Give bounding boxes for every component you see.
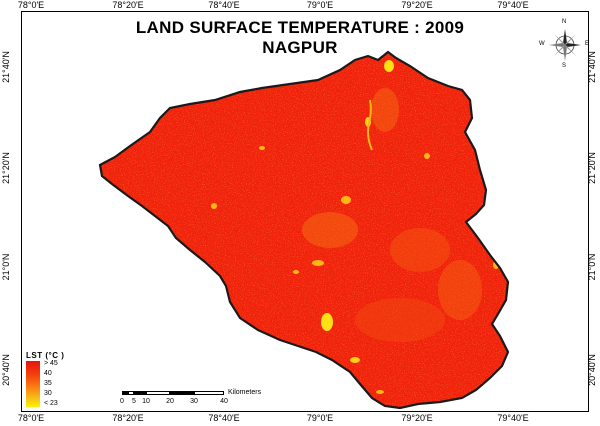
scale-label: 10	[142, 398, 150, 405]
legend-label: > 45	[44, 360, 58, 367]
top-tick-label: 78°20'E	[112, 0, 144, 10]
scale-label: 40	[220, 398, 228, 405]
top-tick-label: 79°20'E	[401, 0, 433, 10]
bottom-tick-label: 78°40'E	[208, 413, 240, 423]
legend: LST (°C ) > 45 40 35 30 < 23	[26, 351, 65, 407]
scale-label: 0	[120, 398, 124, 405]
scale-segment	[194, 391, 224, 395]
scale-label: 20	[166, 398, 174, 405]
bottom-tick-label: 78°0'E	[17, 413, 45, 423]
scale-segment	[128, 391, 134, 395]
top-tick-label: 78°0'E	[17, 0, 45, 10]
legend-color-ramp	[26, 361, 40, 407]
compass-east: E	[585, 41, 590, 47]
scale-segment	[170, 391, 194, 395]
legend-title: LST (°C )	[26, 351, 65, 360]
top-tick-label: 79°40'E	[497, 0, 529, 10]
north-arrow-icon: N S W E	[539, 19, 589, 69]
scale-unit: Kilometers	[228, 389, 262, 396]
scale-segment	[134, 391, 146, 395]
legend-label: 40	[44, 370, 52, 377]
scale-segment	[146, 391, 170, 395]
bottom-tick-label: 79°20'E	[401, 413, 433, 423]
top-tick-label: 78°40'E	[208, 0, 240, 10]
bottom-tick-label: 78°20'E	[112, 413, 144, 423]
scale-label: 30	[190, 398, 198, 405]
legend-label: 35	[44, 380, 52, 387]
map-title: LAND SURFACE TEMPERATURE : 2009	[135, 18, 465, 37]
compass-north: N	[562, 19, 567, 25]
scale-label: 5	[132, 398, 136, 405]
legend-label: 30	[44, 390, 52, 397]
compass-south: S	[562, 63, 567, 69]
bottom-tick-label: 79°0'E	[306, 413, 334, 423]
bottom-tick-label: 79°40'E	[497, 413, 529, 423]
scale-segment	[122, 391, 128, 395]
legend-label: < 23	[44, 400, 58, 407]
map-subtitle: NAGPUR	[262, 38, 338, 57]
compass-west: W	[539, 41, 545, 47]
top-tick-label: 79°0'E	[306, 0, 334, 10]
